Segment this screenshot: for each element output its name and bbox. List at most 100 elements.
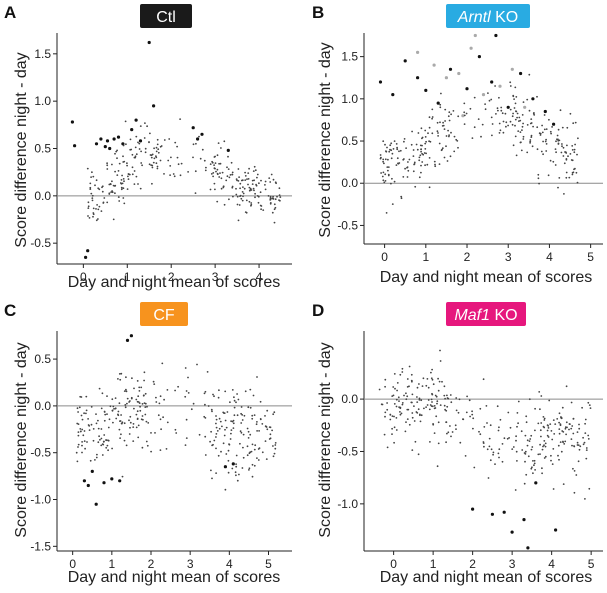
data-point (492, 451, 495, 454)
data-point (391, 93, 395, 97)
data-point (490, 116, 493, 119)
data-point (539, 429, 542, 432)
data-point (261, 451, 264, 454)
data-point (382, 140, 385, 143)
data-point (459, 441, 462, 444)
data-point (490, 448, 493, 451)
data-point (151, 166, 154, 169)
data-point (418, 399, 421, 401)
data-point (543, 109, 547, 114)
data-point (207, 405, 210, 407)
data-point (486, 422, 488, 424)
data-point (408, 385, 410, 388)
data-point (436, 130, 439, 133)
data-point (233, 399, 236, 402)
data-point (107, 449, 109, 452)
data-point (176, 156, 179, 159)
data-point (525, 421, 528, 424)
badge-cf-label: CF (153, 307, 175, 324)
data-point (102, 481, 106, 485)
data-point (139, 405, 142, 408)
data-point (159, 395, 162, 398)
y-tick-label: 1.0 (34, 94, 51, 108)
data-point (109, 405, 112, 408)
data-point (455, 409, 458, 412)
data-point (111, 398, 114, 401)
data-point (530, 118, 533, 120)
data-point (117, 410, 120, 413)
data-point (108, 193, 111, 195)
data-point (256, 457, 258, 459)
data-point (106, 395, 108, 397)
data-point (584, 498, 586, 500)
x-tick-label: 5 (588, 557, 595, 571)
data-point (78, 406, 81, 409)
data-point (413, 161, 416, 164)
data-point (137, 436, 140, 439)
data-point (382, 171, 385, 174)
data-point (420, 164, 422, 167)
data-point (555, 140, 557, 143)
data-point (233, 406, 236, 409)
data-point (384, 158, 387, 161)
x-tick-label: 4 (256, 270, 263, 284)
data-point (400, 412, 403, 415)
data-point (192, 402, 195, 405)
data-point (570, 438, 573, 440)
y-tick-label: -0.5 (337, 444, 358, 458)
data-point (471, 137, 474, 140)
data-point (153, 157, 156, 160)
data-point (156, 138, 159, 141)
data-point (253, 179, 256, 182)
data-point (511, 115, 514, 118)
data-point (440, 149, 443, 152)
data-point (230, 432, 232, 435)
data-point (557, 454, 559, 457)
data-point (159, 449, 162, 451)
data-point (581, 406, 583, 409)
data-point (450, 401, 453, 404)
badge-cf (140, 302, 188, 326)
data-point (139, 187, 142, 190)
data-point (396, 382, 399, 384)
data-point (196, 363, 198, 366)
data-point (545, 138, 547, 141)
data-point (269, 437, 272, 440)
data-point (547, 427, 550, 429)
data-point (430, 377, 433, 380)
data-point (77, 443, 80, 446)
data-point (587, 401, 590, 404)
data-point (431, 108, 434, 111)
data-point (117, 378, 119, 380)
data-point (462, 418, 465, 421)
data-point (498, 448, 501, 451)
data-point (473, 126, 476, 129)
data-point (514, 86, 517, 89)
data-point (393, 180, 396, 183)
data-point (441, 125, 444, 127)
data-point (499, 129, 502, 132)
data-point (550, 430, 553, 432)
data-point (393, 140, 396, 143)
data-point (213, 439, 216, 442)
data-point (135, 175, 138, 178)
data-point (539, 453, 541, 455)
data-point (235, 463, 238, 465)
data-point (126, 162, 128, 165)
data-point (87, 207, 90, 210)
data-point (117, 196, 120, 199)
data-point (517, 422, 519, 425)
data-point (92, 215, 94, 218)
data-point (176, 145, 179, 148)
data-point (121, 475, 124, 478)
data-point (230, 161, 233, 164)
data-point (574, 121, 577, 124)
data-point (242, 186, 244, 189)
x-tick-label: 4 (548, 557, 555, 571)
data-point (240, 431, 243, 434)
data-point (390, 142, 393, 145)
data-point (425, 384, 428, 387)
data-point (248, 189, 251, 192)
data-point (106, 444, 109, 447)
